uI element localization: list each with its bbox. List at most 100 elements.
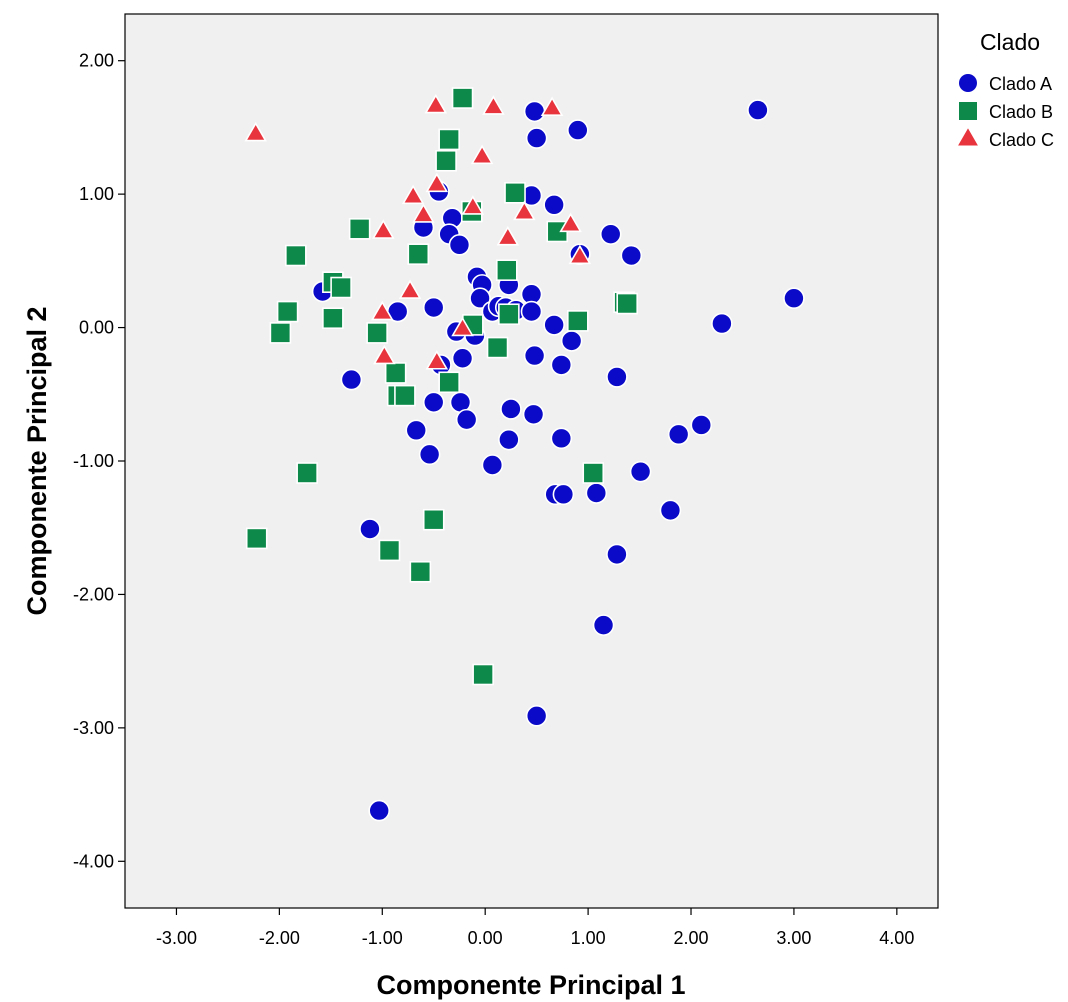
- series-clado-c: [244, 93, 592, 370]
- y-tick-label: 2.00: [79, 51, 114, 71]
- x-tick-label: -1.00: [362, 928, 403, 948]
- legend-label: Clado B: [989, 102, 1053, 122]
- data-point: [783, 287, 805, 310]
- x-tick-label: 4.00: [879, 928, 914, 948]
- data-point: [359, 518, 381, 540]
- data-point: [567, 119, 589, 141]
- plot-area: [124, 13, 939, 909]
- x-tick-label: 0.00: [468, 928, 503, 948]
- x-axis-title: Componente Principal 1: [376, 970, 685, 1000]
- data-point: [690, 414, 713, 436]
- data-point: [599, 223, 622, 245]
- data-point: [582, 462, 605, 484]
- data-point: [504, 182, 526, 204]
- x-tick-label: -2.00: [259, 928, 300, 948]
- data-point: [496, 225, 520, 246]
- data-point: [481, 454, 504, 476]
- y-axis: 2.00 1.00 0.00 -1.00 -2.00 -3.00 -4.00: [73, 51, 125, 871]
- data-point: [451, 316, 474, 337]
- data-point: [523, 100, 546, 123]
- data-point: [425, 350, 449, 370]
- data-point: [523, 344, 546, 367]
- data-point: [285, 244, 307, 267]
- data-point: [409, 560, 432, 583]
- legend: Clado Clado A Clado B Clado C: [958, 29, 1054, 150]
- x-tick-label: 3.00: [776, 928, 811, 948]
- data-point: [269, 322, 292, 344]
- data-point: [620, 244, 643, 267]
- data-point: [500, 398, 522, 420]
- data-point: [373, 344, 396, 365]
- data-point: [496, 259, 518, 281]
- data-point: [543, 314, 565, 336]
- data-point: [398, 279, 422, 299]
- data-point: [472, 663, 494, 686]
- data-point: [425, 172, 449, 193]
- data-point: [394, 384, 416, 407]
- data-point: [498, 303, 520, 326]
- data-point: [435, 149, 457, 172]
- data-point: [438, 371, 460, 394]
- data-point: [405, 419, 428, 442]
- x-tick-label: 2.00: [673, 928, 708, 948]
- y-tick-label: 0.00: [79, 318, 114, 338]
- data-point: [422, 508, 445, 531]
- data-point: [711, 312, 733, 335]
- data-point: [366, 322, 388, 344]
- data-point: [592, 614, 615, 636]
- data-point: [340, 368, 363, 391]
- data-point: [372, 219, 395, 239]
- data-point: [543, 194, 565, 216]
- legend-label: Clado C: [989, 130, 1054, 150]
- data-point: [244, 121, 267, 142]
- data-point: [461, 195, 485, 215]
- data-point: [448, 234, 471, 256]
- y-tick-label: -2.00: [73, 584, 114, 604]
- data-point: [567, 310, 589, 332]
- data-point: [568, 244, 592, 265]
- data-point: [368, 799, 390, 822]
- data-point: [486, 336, 509, 359]
- legend-marker: [958, 128, 978, 146]
- data-point: [667, 423, 690, 446]
- data-point: [552, 483, 575, 506]
- data-point: [330, 276, 352, 299]
- data-point: [424, 93, 448, 114]
- data-point: [520, 300, 543, 323]
- data-point: [322, 307, 344, 330]
- y-tick-label: 1.00: [79, 184, 114, 204]
- data-point: [525, 705, 548, 727]
- data-point: [560, 330, 583, 352]
- data-point: [407, 243, 430, 265]
- data-point: [418, 443, 441, 466]
- data-point: [525, 127, 548, 149]
- data-point: [470, 144, 494, 165]
- data-point: [659, 499, 682, 522]
- data-point: [482, 95, 505, 115]
- data-point: [550, 354, 573, 376]
- data-point: [276, 300, 299, 323]
- data-point: [559, 212, 582, 233]
- data-point: [422, 296, 445, 319]
- data-point: [412, 203, 435, 223]
- data-point: [513, 200, 536, 221]
- data-point: [498, 428, 520, 451]
- data-point: [378, 539, 401, 562]
- data-point: [550, 427, 573, 450]
- data-point: [469, 287, 491, 310]
- data-point: [384, 362, 407, 384]
- data-point: [616, 292, 639, 315]
- data-point: [585, 482, 608, 504]
- data-point: [606, 366, 628, 388]
- data-point: [370, 300, 394, 321]
- data-point: [296, 462, 318, 484]
- data-point: [245, 527, 268, 550]
- data-point: [747, 99, 769, 121]
- data-point: [455, 408, 478, 431]
- y-axis-title: Componente Principal 2: [22, 306, 52, 615]
- data-point: [438, 128, 460, 151]
- data-point: [451, 347, 474, 370]
- legend-marker: [959, 74, 977, 92]
- y-tick-label: -4.00: [73, 851, 114, 871]
